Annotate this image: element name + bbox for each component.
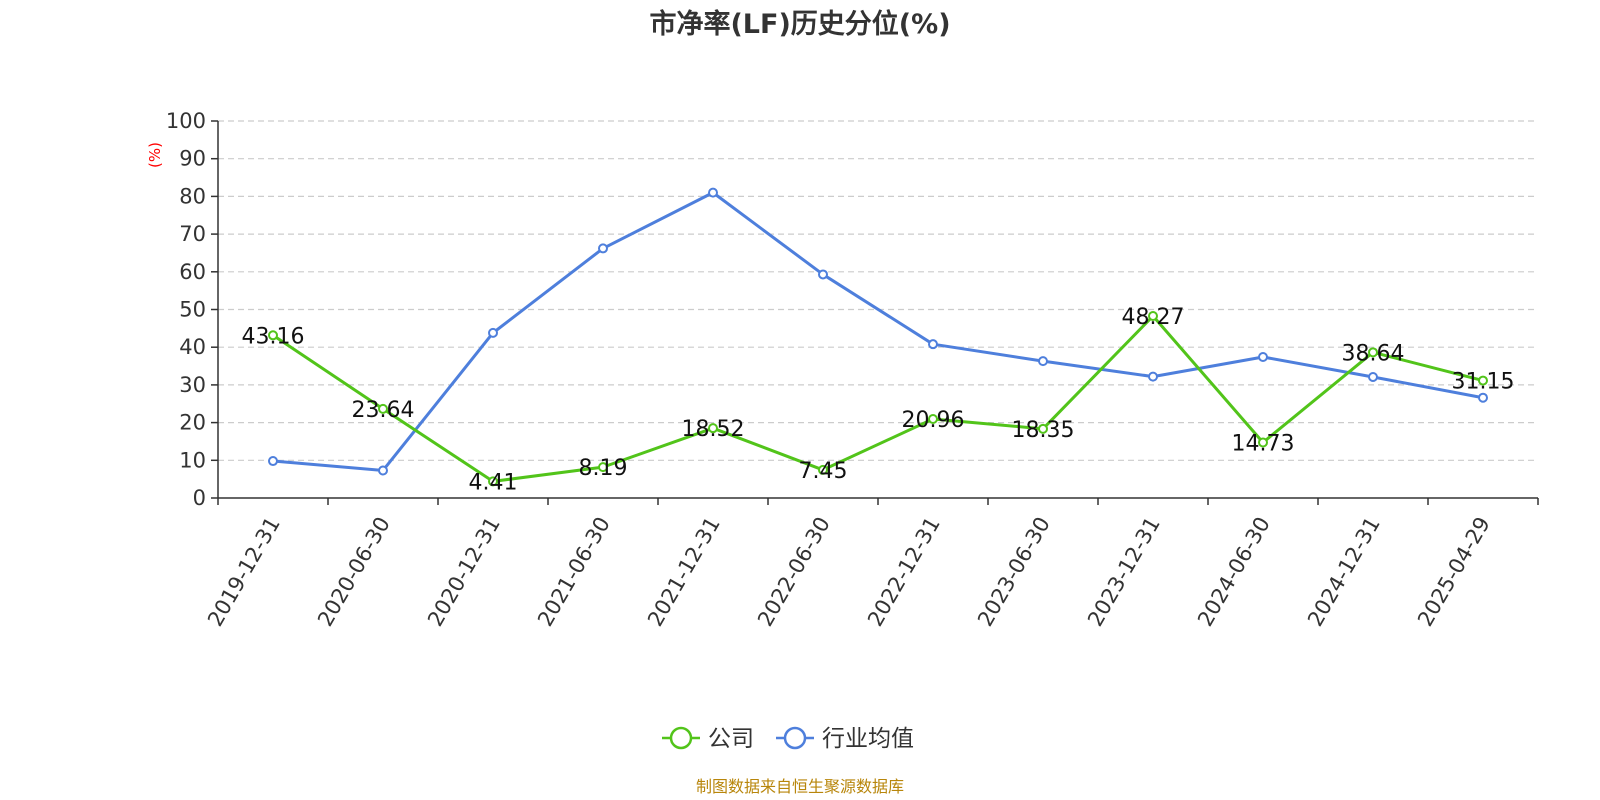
data-label: 8.19 xyxy=(579,456,628,481)
data-label: 4.41 xyxy=(469,470,518,495)
legend-label: 公司 xyxy=(708,726,754,752)
legend-marker xyxy=(783,726,807,750)
x-tick-label: 2021-12-31 xyxy=(643,513,725,631)
data-labels: 43.16 23.64 4.41 8.19 18.52 7.45 20.96 18.35 48.… xyxy=(242,305,1515,495)
data-label: 18.35 xyxy=(1012,418,1075,443)
data-label: 38.64 xyxy=(1342,341,1405,366)
data-point xyxy=(1368,347,1378,358)
data-point xyxy=(1038,423,1048,434)
x-tick-label: 2025-04-29 xyxy=(1413,513,1495,631)
data-point xyxy=(488,476,498,487)
legend-label: 行业均值 xyxy=(822,726,914,752)
x-tick-label: 2020-12-31 xyxy=(423,513,505,631)
data-point xyxy=(1478,375,1488,386)
series xyxy=(268,187,1488,487)
data-point xyxy=(928,413,938,424)
data-point xyxy=(598,243,608,254)
y-tick-label: 40 xyxy=(179,335,206,359)
data-point xyxy=(708,187,718,198)
y-tick-label: 50 xyxy=(179,298,206,322)
data-point xyxy=(1478,392,1488,403)
data-label: 20.96 xyxy=(902,408,965,433)
series-line xyxy=(272,314,1484,483)
data-label: 18.52 xyxy=(682,417,745,442)
x-tick-label: 2022-06-30 xyxy=(753,513,835,631)
data-point xyxy=(818,269,828,280)
data-point xyxy=(1038,356,1048,367)
data-point xyxy=(268,456,278,467)
grid-lines xyxy=(218,120,1538,461)
data-label: 43.16 xyxy=(242,324,305,349)
data-point xyxy=(268,330,278,341)
x-tick-label: 2023-12-31 xyxy=(1083,513,1165,631)
x-tick-label: 2021-06-30 xyxy=(533,513,615,631)
data-point xyxy=(818,464,828,475)
x-tick-label: 2024-12-31 xyxy=(1303,513,1385,631)
y-tick-label: 80 xyxy=(179,184,206,208)
x-tick-label: 2022-12-31 xyxy=(863,513,945,631)
y-tick-label: 20 xyxy=(179,411,206,435)
source-note: 制图数据来自恒生聚源数据库 xyxy=(696,777,904,796)
data-label: 23.64 xyxy=(352,398,415,423)
data-point xyxy=(708,423,718,434)
data-point xyxy=(1148,311,1158,322)
x-tick-label: 2020-06-30 xyxy=(313,513,395,631)
legend-marker xyxy=(669,726,693,750)
data-point xyxy=(1148,371,1158,382)
data-point xyxy=(1258,352,1268,363)
data-label: 7.45 xyxy=(799,459,848,484)
data-label: 31.15 xyxy=(1452,370,1515,395)
x-tick-label: 2023-06-30 xyxy=(973,513,1055,631)
data-point xyxy=(1368,371,1378,382)
y-tick-label: 0 xyxy=(193,486,206,510)
y-axis-unit-label: (%) xyxy=(146,142,164,168)
y-tick-label: 30 xyxy=(179,373,206,397)
data-point xyxy=(598,462,608,473)
data-point xyxy=(488,327,498,338)
x-tick-label: 2019-12-31 xyxy=(203,513,285,631)
data-label: 14.73 xyxy=(1232,431,1295,456)
data-point xyxy=(928,339,938,350)
y-tick-label: 90 xyxy=(179,147,206,171)
y-tick-label: 100 xyxy=(166,109,206,133)
y-tick-label: 70 xyxy=(179,222,206,246)
data-point xyxy=(378,403,388,414)
y-tick-label: 60 xyxy=(179,260,206,284)
legend[interactable]: 公司 行业均值 xyxy=(662,726,914,752)
data-point xyxy=(1258,437,1268,448)
series-line xyxy=(272,191,1484,472)
legend-item[interactable]: 公司 xyxy=(662,726,754,752)
data-label: 48.27 xyxy=(1122,305,1185,330)
legend-item[interactable]: 行业均值 xyxy=(776,726,914,752)
chart-title: 市净率(LF)历史分位(%) xyxy=(649,8,950,40)
x-tick-label: 2024-06-30 xyxy=(1193,513,1275,631)
data-point xyxy=(378,465,388,476)
y-tick-label: 10 xyxy=(179,448,206,472)
